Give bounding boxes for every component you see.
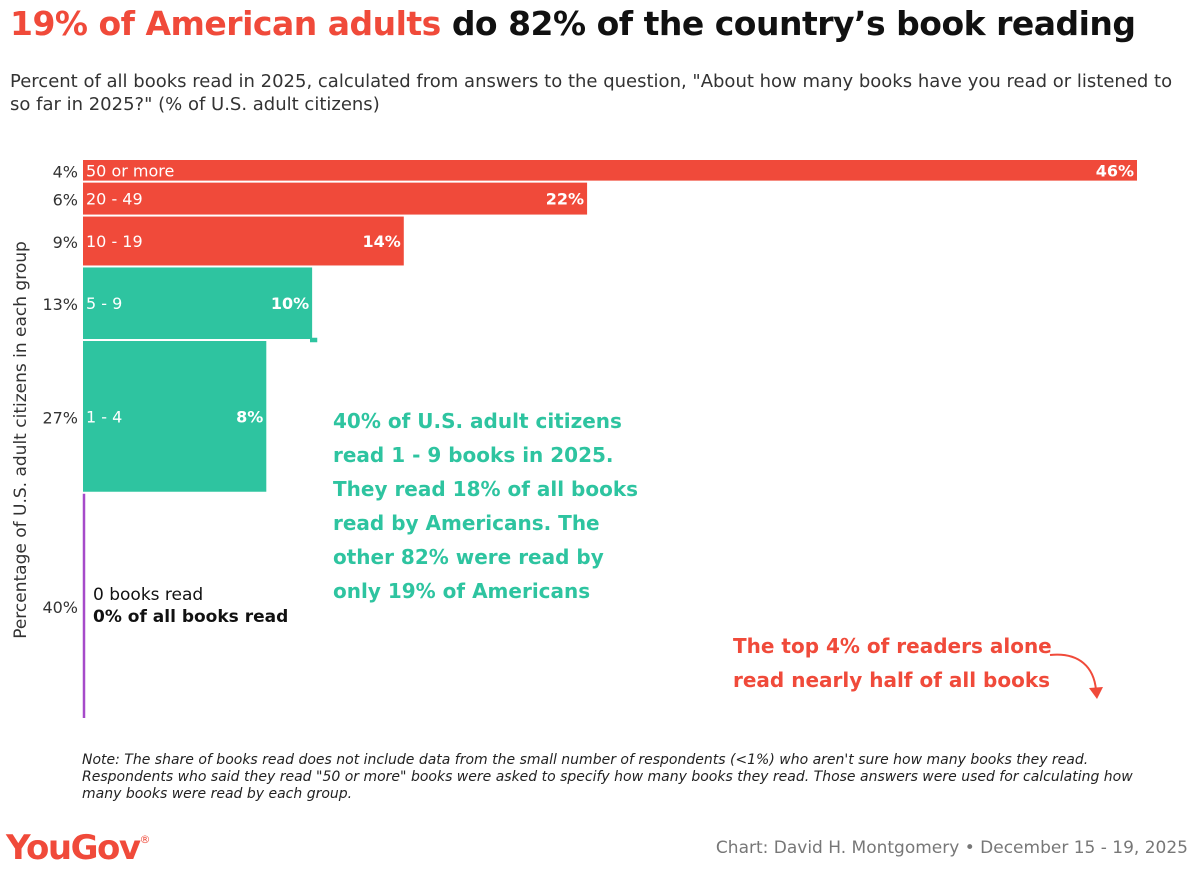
chart-title: 19% of American adults do 82% of the cou…	[10, 4, 1136, 43]
bar-value-label: 10%	[271, 294, 309, 313]
bar	[83, 182, 588, 215]
bar-label-zero-books: 0 books read	[93, 585, 203, 605]
callout-arrow	[1049, 653, 1097, 691]
teal-bracket	[310, 337, 318, 343]
teal-callout-line: read 1 - 9 books in 2025.	[333, 443, 614, 467]
bar	[83, 216, 404, 266]
y-tick-label: 4%	[53, 162, 78, 181]
title-rest: do 82% of the country’s book reading	[451, 4, 1136, 43]
bar-value-label: 14%	[362, 232, 400, 251]
teal-callout-line: read by Americans. The	[333, 511, 600, 535]
teal-callout-line: other 82% were read by	[333, 545, 604, 569]
yougov-logo: YouGov®	[6, 828, 151, 868]
bar-value-label: 8%	[236, 407, 263, 426]
bar-category-label: 5 - 9	[86, 294, 122, 313]
title-highlight: 19% of American adults	[10, 4, 441, 43]
y-tick-label: 40%	[42, 598, 78, 617]
top-callout-line: The top 4% of readers alone	[733, 634, 1052, 658]
y-tick-label: 13%	[42, 295, 78, 314]
bar-category-label: 10 - 19	[86, 232, 143, 251]
bar-value-label: 46%	[1096, 161, 1134, 180]
bar-value-zero-books: 0% of all books read	[93, 607, 288, 627]
footnote: Note: The share of books read does not i…	[82, 752, 1133, 802]
teal-callout-line: They read 18% of all books	[333, 477, 638, 501]
bar-category-label: 50 or more	[86, 161, 174, 180]
top-callout-line: read nearly half of all books	[733, 668, 1050, 692]
y-tick-label: 9%	[53, 233, 78, 252]
logo-text: YouGov	[6, 828, 141, 868]
y-axis-title: Percentage of U.S. adult citizens in eac…	[11, 241, 31, 639]
bar	[83, 267, 313, 340]
chart-subtitle: Percent of all books read in 2025, calcu…	[10, 71, 1173, 115]
teal-callout-line: only 19% of Americans	[333, 579, 590, 603]
bar-category-label: 1 - 4	[86, 407, 122, 426]
callout-arrowhead	[1089, 687, 1103, 699]
y-tick-label: 27%	[42, 408, 78, 427]
bar	[83, 341, 267, 492]
y-tick-label: 6%	[53, 191, 78, 210]
chart-credit: Chart: David H. Montgomery • December 15…	[715, 838, 1188, 858]
bar-value-label: 22%	[546, 190, 584, 209]
bar	[83, 160, 1137, 181]
bar-category-label: 20 - 49	[86, 190, 143, 209]
teal-callout-line: 40% of U.S. adult citizens	[333, 409, 622, 433]
logo-mark: ®	[139, 832, 151, 846]
